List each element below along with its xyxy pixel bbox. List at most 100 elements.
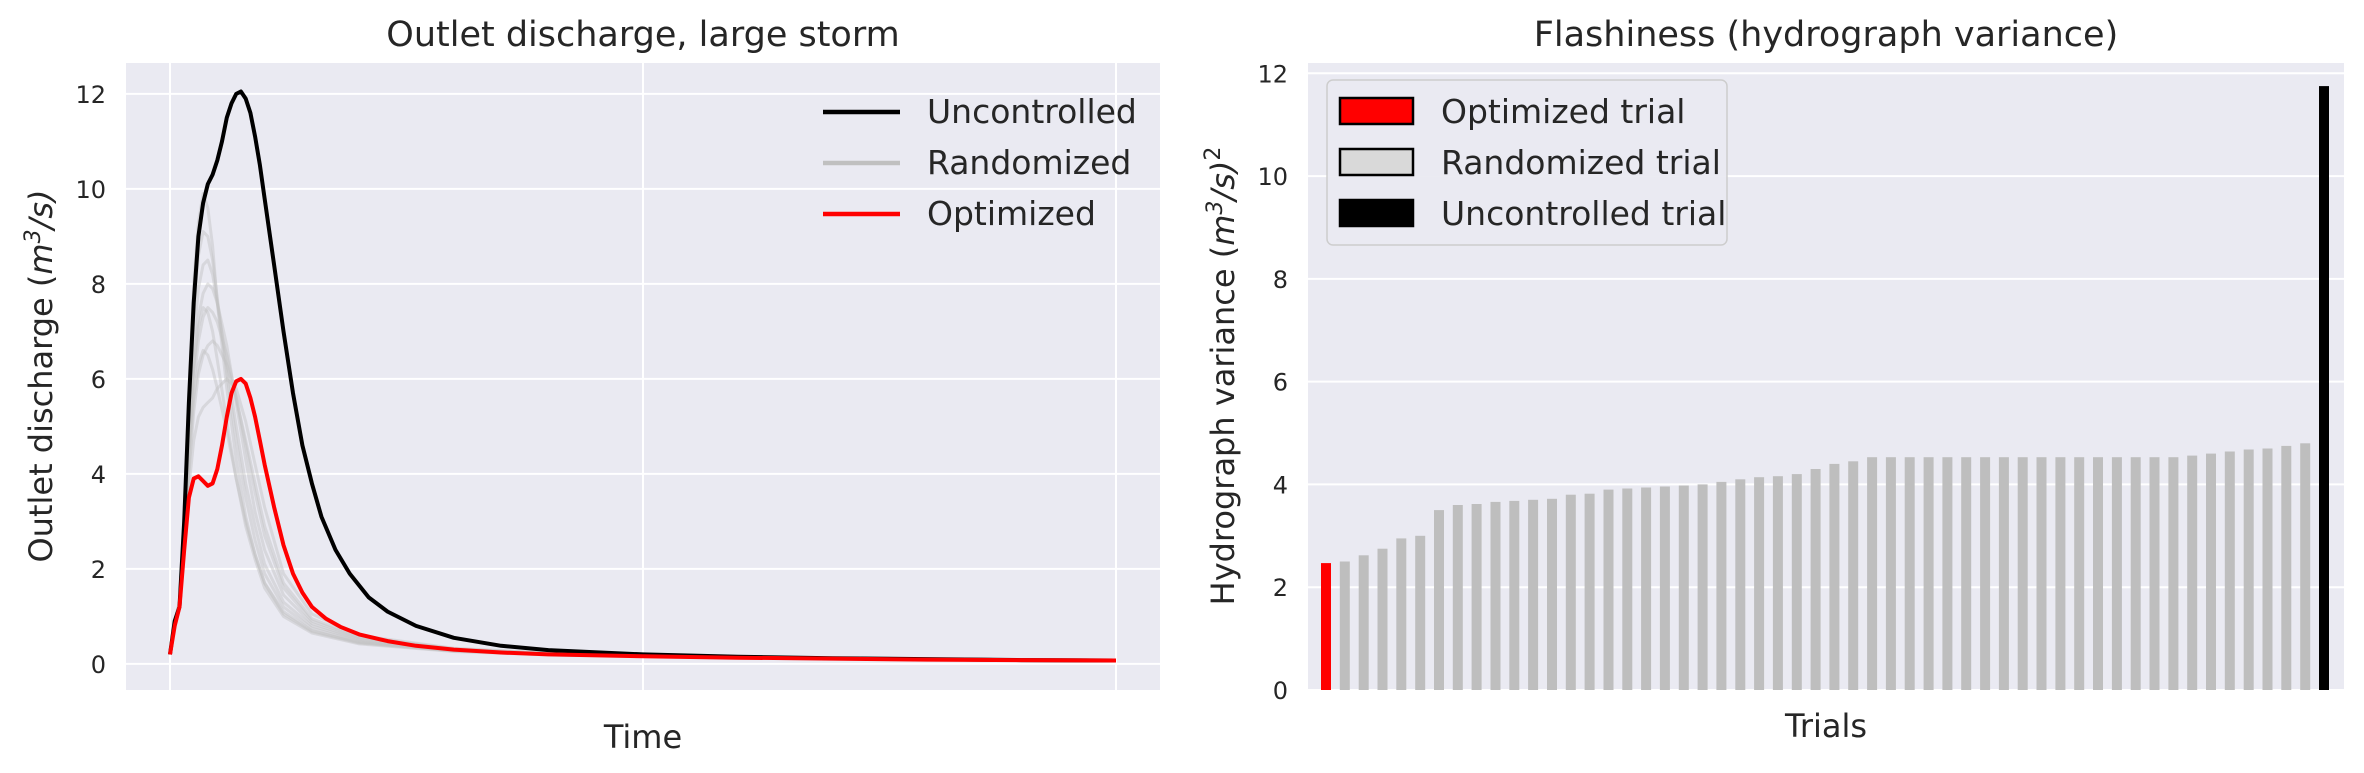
- flashiness-y-tick-label: 10: [1257, 163, 1288, 191]
- randomized-trial-bar: [1848, 461, 1859, 690]
- randomized-trial-bar: [1547, 498, 1557, 690]
- randomized-trial-bar: [1471, 504, 1482, 690]
- legend-label-uncontrolled: Uncontrolled: [927, 92, 1137, 131]
- randomized-trial-bar: [1622, 488, 1633, 690]
- randomized-trial-bar: [1565, 494, 1576, 690]
- discharge-y-tick-label: 2: [91, 556, 106, 584]
- randomized-trial-bar: [1697, 484, 1708, 690]
- randomized-trial-bar: [2281, 445, 2292, 690]
- randomized-trial-bar: [1377, 548, 1388, 690]
- randomized-trial-bar: [2017, 457, 2028, 690]
- flashiness-y-label-outer-sup: 2: [1201, 147, 1226, 161]
- flashiness-y-tick-label: 6: [1273, 369, 1288, 397]
- randomized-trial-bar: [1772, 476, 1783, 690]
- randomized-trial-bar: [1641, 487, 1652, 690]
- legend-label-optimized-trial: Optimized trial: [1441, 92, 1685, 131]
- discharge-y-tick-label: 4: [91, 461, 106, 489]
- randomized-trial-bar: [2168, 457, 2179, 690]
- discharge-gridlines: [126, 63, 1160, 690]
- discharge-y-tick-label: 12: [75, 81, 106, 109]
- randomized-trial-bar: [1434, 510, 1444, 690]
- randomized-trial-bar: [1961, 457, 1972, 690]
- flashiness-legend: Optimized trial Randomized trial Uncontr…: [1326, 79, 1728, 246]
- legend-label-randomized-trial: Randomized trial: [1441, 143, 1721, 182]
- randomized-trial-bar: [1735, 479, 1746, 690]
- flashiness-x-axis-label: Trials: [1784, 707, 1867, 745]
- randomized-trial-bar: [2055, 457, 2066, 690]
- randomized-trial-bar: [1885, 457, 1896, 690]
- legend-frame: [1326, 79, 1728, 246]
- flashiness-chart: 0 2 4 6 8 10 12 Flashiness (hydrograph varianc…: [1201, 15, 2344, 745]
- randomized-trial-bar: [1415, 535, 1426, 690]
- randomized-trial-bar: [1452, 505, 1463, 690]
- legend-swatch-optimized-trial: [1338, 96, 1415, 126]
- randomized-trial-bar: [1754, 477, 1765, 690]
- discharge-lines: [168, 89, 1117, 663]
- randomized-trial-bar: [1829, 463, 1840, 690]
- discharge-y-tick-label: 0: [91, 651, 106, 679]
- optimized-trial-bar: [1321, 563, 1331, 690]
- flashiness-y-ticks: 0 2 4 6 8 10 12: [1257, 60, 1288, 705]
- discharge-y-tick-label: 8: [91, 271, 106, 299]
- flashiness-bars: [1321, 86, 2329, 691]
- randomized-trial-bar: [2036, 457, 2047, 690]
- randomized-trial-bar: [1358, 555, 1369, 690]
- randomized-trial-bar: [1810, 469, 1821, 690]
- flashiness-y-label-tail: /s): [1204, 161, 1242, 204]
- randomized-trial-bar: [1904, 457, 1915, 690]
- discharge-y-ticks: 0 2 4 6 8 10 12: [75, 81, 106, 679]
- randomized-trial-bar: [2262, 448, 2273, 690]
- flashiness-y-tick-label: 0: [1273, 677, 1288, 705]
- randomized-trial-bar: [2243, 449, 2254, 690]
- randomized-trial-bar: [1998, 457, 2009, 690]
- discharge-y-label-tail: /s): [22, 189, 60, 232]
- legend-label-uncontrolled-trial: Uncontrolled trial: [1441, 194, 1726, 233]
- discharge-legend: Uncontrolled Randomized Optimized: [823, 92, 1137, 233]
- discharge-y-axis-label: Outlet discharge (m3/s): [21, 189, 60, 562]
- randomized-trial-bar: [1659, 486, 1670, 690]
- randomized-trial-bar: [1980, 457, 1991, 690]
- discharge-y-label-main: Outlet discharge (: [22, 275, 60, 563]
- flashiness-y-tick-label: 12: [1257, 60, 1288, 88]
- flashiness-title: Flashiness (hydrograph variance): [1534, 15, 2118, 55]
- randomized-trial-bar: [1528, 499, 1539, 690]
- randomized-trial-bar: [1867, 457, 1878, 690]
- randomized-trial-bar: [2130, 457, 2141, 690]
- randomized-trial-bar: [2093, 457, 2103, 690]
- randomized-trial-bar: [2206, 453, 2216, 690]
- randomized-trial-bar: [2149, 457, 2160, 690]
- flashiness-y-axis-label: Hydrograph variance (m3/s)2: [1201, 147, 1242, 606]
- randomized-trial-bar: [1584, 493, 1595, 690]
- discharge-y-tick-label: 10: [75, 176, 106, 204]
- randomized-trial-bar: [1490, 501, 1501, 690]
- randomized-trial-bar: [1603, 489, 1614, 690]
- randomized-trial-bar: [2074, 457, 2085, 690]
- uncontrolled-series-line: [168, 89, 1117, 663]
- flashiness-y-tick-label: 4: [1273, 471, 1288, 499]
- discharge-y-label-var: m: [22, 243, 60, 274]
- randomized-trial-bar: [1678, 485, 1689, 690]
- discharge-title: Outlet discharge, large storm: [386, 15, 899, 55]
- randomized-trial-bar: [1942, 457, 1953, 690]
- randomized-trial-bar: [2187, 455, 2198, 690]
- legend-label-optimized: Optimized: [927, 194, 1096, 233]
- discharge-x-axis-label: Time: [603, 718, 682, 756]
- randomized-trial-bar: [1716, 481, 1727, 690]
- randomized-trial-bar: [2111, 457, 2122, 690]
- flashiness-y-label-main: Hydrograph variance (: [1204, 246, 1242, 606]
- flashiness-y-tick-label: 2: [1273, 574, 1288, 602]
- randomized-trial-bar: [1396, 538, 1407, 690]
- flashiness-y-label-var: m: [1204, 215, 1242, 246]
- randomized-trial-bar: [1923, 457, 1934, 690]
- randomized-trial-bar: [2300, 443, 2311, 690]
- discharge-y-label-sup: 3: [21, 229, 46, 243]
- legend-swatch-uncontrolled-trial: [1338, 198, 1415, 228]
- uncontrolled-trial-bar: [2319, 86, 2329, 691]
- legend-label-randomized: Randomized: [927, 143, 1131, 182]
- flashiness-y-label-sup: 3: [1203, 201, 1228, 215]
- randomized-trial-bar: [2224, 451, 2235, 690]
- optimized-series-line: [168, 376, 1117, 663]
- randomized-trial-bar: [1791, 474, 1802, 690]
